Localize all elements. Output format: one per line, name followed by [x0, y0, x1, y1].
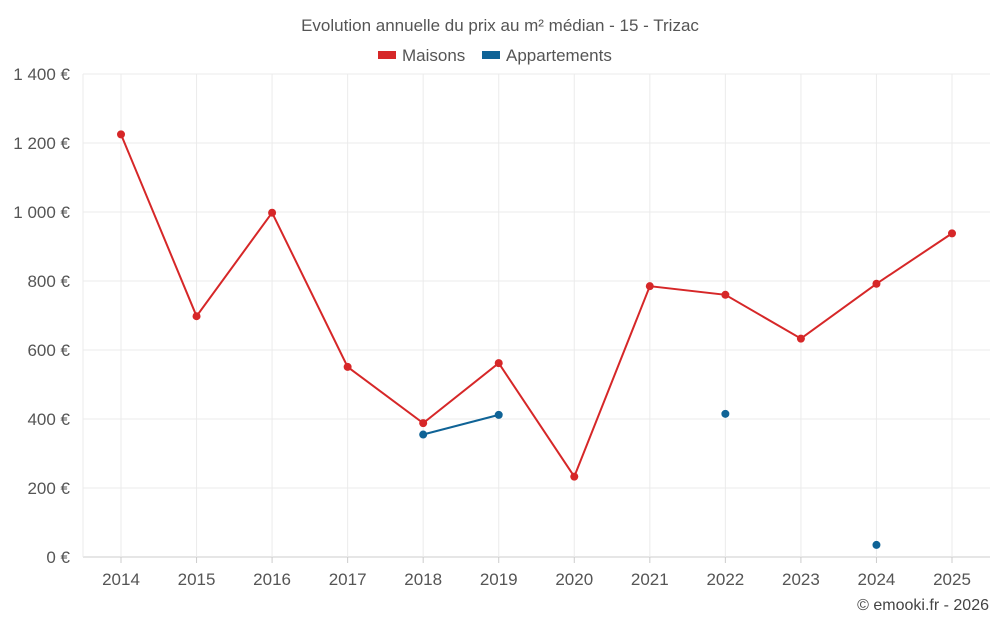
data-point[interactable] [721, 290, 730, 299]
legend-label-maisons[interactable]: Maisons [402, 46, 465, 65]
y-axis: 0 € 200 € 400 € 600 € 800 € 1 000 € 1 200 € 1 4… [13, 65, 70, 567]
y-tick-label: 400 € [27, 410, 70, 429]
y-tick-label: 1 200 € [13, 134, 70, 153]
x-tick-label: 2017 [329, 570, 367, 589]
x-tick-label: 2025 [933, 570, 971, 589]
data-point[interactable] [268, 208, 277, 217]
data-point[interactable] [494, 410, 503, 419]
x-tick-label: 2023 [782, 570, 820, 589]
legend-label-appartements[interactable]: Appartements [506, 46, 612, 65]
x-tick-label: 2019 [480, 570, 518, 589]
x-tick-label: 2020 [555, 570, 593, 589]
x-tick-label: 2018 [404, 570, 442, 589]
y-tick-label: 0 € [46, 548, 70, 567]
x-tick-label: 2024 [858, 570, 896, 589]
x-tick-label: 2014 [102, 570, 140, 589]
x-tick-label: 2015 [178, 570, 216, 589]
data-point[interactable] [494, 359, 503, 368]
data-point[interactable] [948, 229, 956, 238]
data-point[interactable] [117, 130, 125, 139]
series-layer [117, 130, 956, 549]
data-point[interactable] [419, 430, 428, 439]
y-tick-label: 600 € [27, 341, 70, 360]
data-point[interactable] [872, 279, 881, 288]
x-axis: 2014 2015 2016 2017 2018 2019 2020 2021 2022 2023… [102, 557, 971, 589]
data-point[interactable] [872, 540, 881, 549]
x-tick-label: 2016 [253, 570, 291, 589]
series-line [120, 133, 953, 479]
series-maisons [117, 130, 956, 481]
x-tick-label: 2021 [631, 570, 669, 589]
data-point[interactable] [721, 409, 730, 418]
grid [82, 73, 990, 558]
y-tick-label: 1 400 € [13, 65, 70, 84]
chart-title: Evolution annuelle du prix au m² médian … [301, 16, 699, 35]
legend-swatch-appartements [482, 51, 500, 59]
x-tick-label: 2022 [706, 570, 744, 589]
credit-text: © emooki.fr - 2026 [857, 597, 989, 614]
data-point[interactable] [419, 419, 428, 428]
data-point[interactable] [343, 362, 352, 371]
data-point[interactable] [570, 472, 579, 481]
y-tick-label: 800 € [27, 272, 70, 291]
data-point[interactable] [192, 312, 201, 321]
legend-swatch-maisons [378, 51, 396, 59]
legend[interactable]: Maisons Appartements [378, 46, 612, 65]
series-line [422, 413, 499, 436]
y-tick-label: 200 € [27, 479, 70, 498]
y-tick-label: 1 000 € [13, 203, 70, 222]
data-point[interactable] [645, 282, 654, 291]
data-point[interactable] [796, 334, 805, 343]
series-appartements [419, 409, 881, 549]
